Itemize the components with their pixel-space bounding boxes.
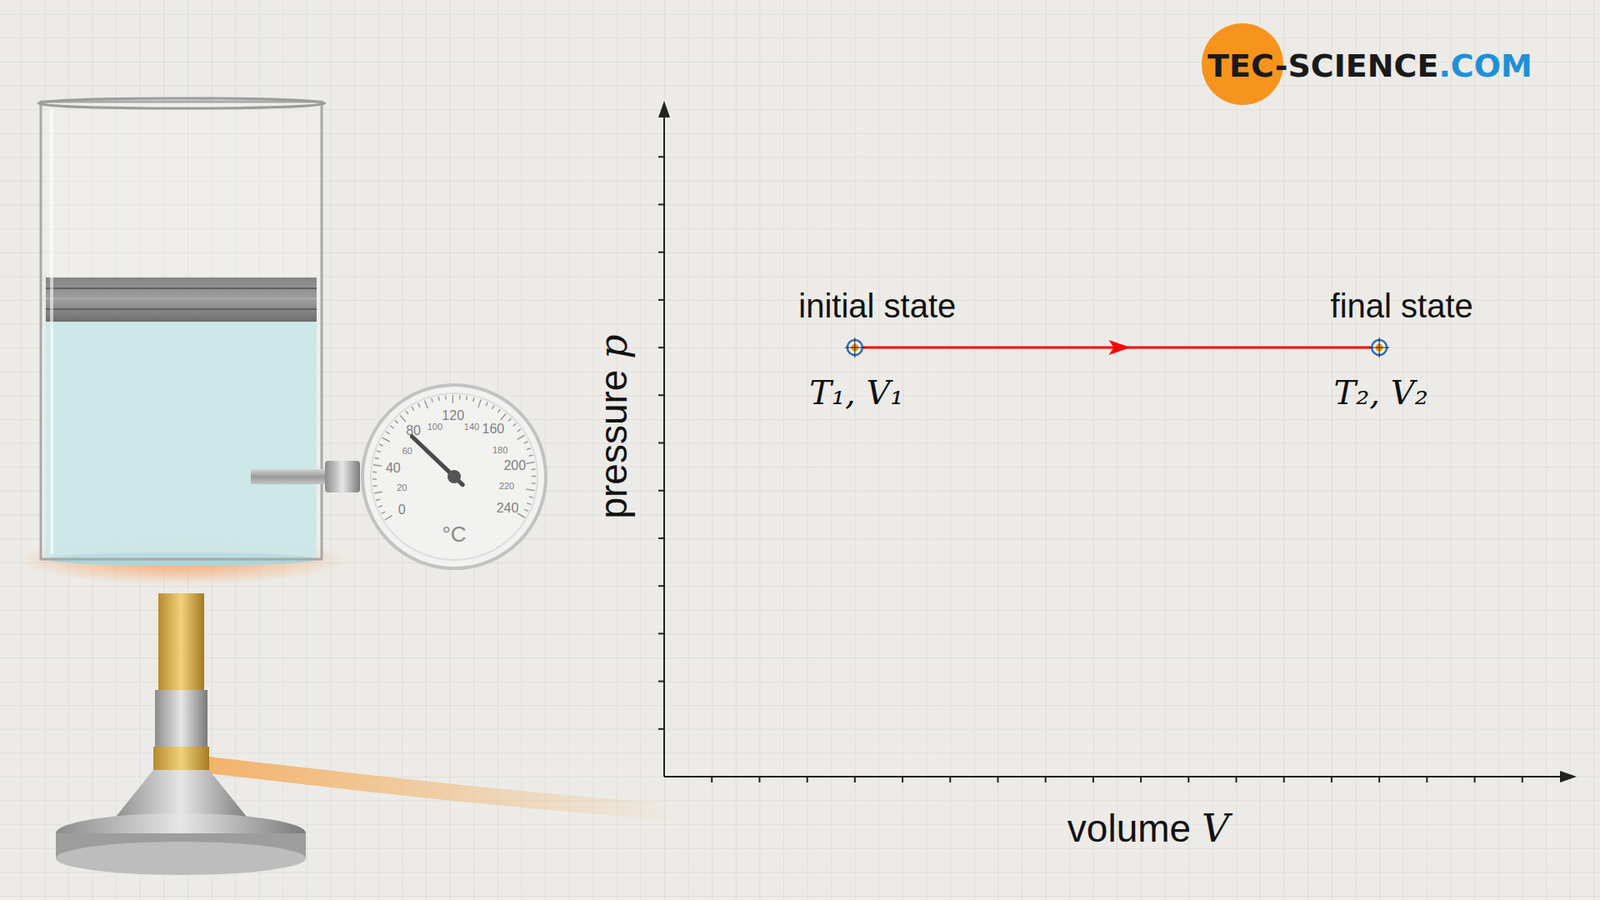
svg-text:180: 180 (492, 445, 508, 455)
svg-text:volume V: volume V (1067, 805, 1234, 851)
svg-text:60: 60 (402, 445, 413, 456)
svg-text:20: 20 (396, 482, 407, 493)
svg-text:160: 160 (482, 421, 505, 436)
svg-text:80: 80 (406, 423, 421, 438)
svg-text:initial state: initial state (798, 287, 956, 325)
svg-text:220: 220 (499, 480, 515, 491)
svg-text:TEC-SCIENCE.COM: TEC-SCIENCE.COM (1207, 47, 1533, 85)
svg-text:200: 200 (503, 458, 526, 473)
svg-text:T₁, V₁: T₁, V₁ (809, 373, 904, 412)
svg-text:pressure p: pressure p (590, 334, 636, 519)
svg-text:120: 120 (441, 408, 465, 423)
svg-text:100: 100 (427, 421, 443, 432)
svg-text:140: 140 (464, 421, 480, 432)
svg-text:final state: final state (1330, 287, 1474, 325)
svg-text:240: 240 (496, 500, 520, 515)
svg-text:°C: °C (441, 521, 466, 547)
svg-text:0: 0 (398, 502, 406, 517)
svg-text:T₂, V₂: T₂, V₂ (1334, 373, 1429, 412)
svg-text:40: 40 (385, 460, 401, 475)
